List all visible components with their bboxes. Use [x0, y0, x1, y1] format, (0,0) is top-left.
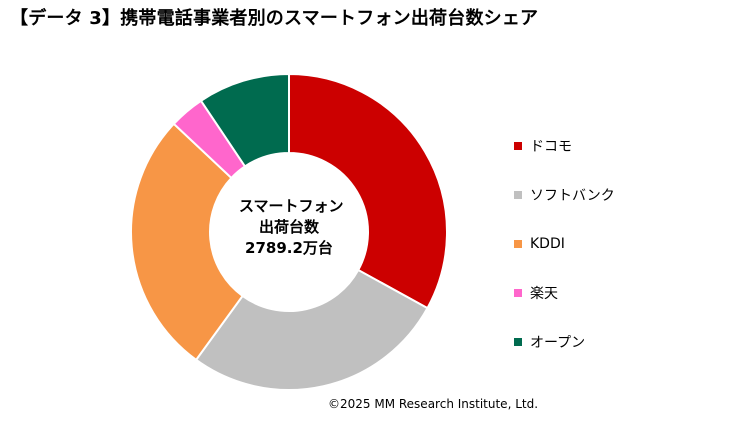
legend-item-rakuten: 楽天	[514, 283, 558, 303]
legend-item-open: オープン	[514, 332, 585, 352]
legend-swatch	[514, 142, 522, 150]
legend-swatch	[514, 338, 522, 346]
center-label-line-2: 出荷台数	[258, 218, 319, 236]
copyright-text: ©2025 MM Research Institute, Ltd.	[328, 397, 539, 411]
legend-label: 楽天	[530, 286, 558, 302]
legend-swatch	[514, 289, 522, 297]
center-label-total: 2789.2万台	[245, 239, 333, 257]
slice-open	[199, 72, 290, 168]
legend-label: オープン	[530, 335, 586, 351]
legend-item-docomo: ドコモ	[514, 136, 572, 156]
legend-label: ソフトバンク	[530, 188, 615, 204]
legend-swatch	[514, 240, 522, 248]
center-label-line-1: スマートフォン	[239, 197, 344, 215]
legend-label: ドコモ	[530, 139, 572, 155]
legend-label: KDDI	[530, 236, 565, 252]
legend-swatch	[514, 191, 522, 199]
legend-item-kddi: KDDI	[514, 234, 565, 254]
slice-docomo	[288, 72, 448, 310]
legend-item-softbank: ソフトバンク	[514, 185, 615, 205]
slice-kddi	[130, 122, 244, 362]
center-label: スマートフォン 出荷台数 2789.2万台	[239, 196, 344, 259]
slice-softbank	[194, 268, 429, 391]
chart-title: 【データ 3】携帯電話事業者別のスマートフォン出荷台数シェア	[10, 8, 539, 29]
